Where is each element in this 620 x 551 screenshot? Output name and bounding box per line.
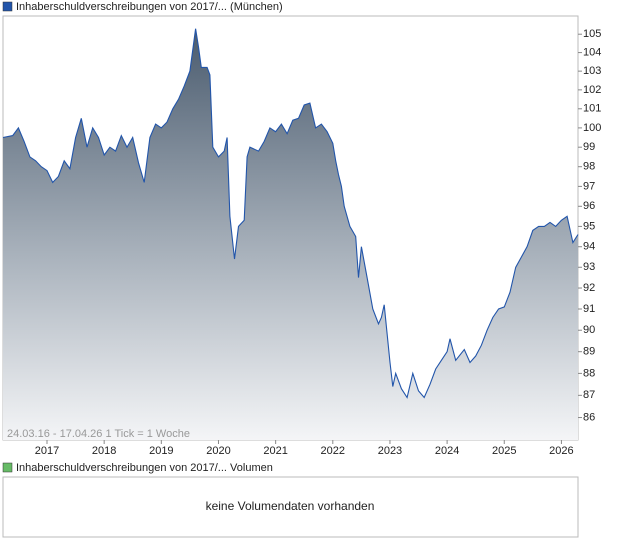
- y-tick-label: 94: [583, 241, 595, 253]
- volume-frame: [2, 476, 579, 538]
- y-tick-label: 88: [583, 367, 595, 379]
- range-label: 24.03.16 - 17.04.26 1 Tick = 1 Woche: [7, 428, 190, 440]
- area: [3, 28, 578, 440]
- y-tick-label: 102: [583, 84, 601, 96]
- y-tick-label: 87: [583, 389, 595, 401]
- y-tick-label: 93: [583, 261, 595, 273]
- y-tick-label: 103: [583, 65, 601, 77]
- y-tick-label: 104: [583, 46, 601, 58]
- y-tick-label: 90: [583, 324, 595, 336]
- x-tick-label: 2025: [492, 445, 516, 457]
- y-tick-label: 105: [583, 28, 601, 40]
- x-tick-label: 2021: [263, 445, 287, 457]
- y-tick-label: 96: [583, 200, 595, 212]
- x-tick-label: 2022: [321, 445, 345, 457]
- y-tick-label: 86: [583, 411, 595, 423]
- y-tick-label: 95: [583, 220, 595, 232]
- y-tick-label: 91: [583, 303, 595, 315]
- x-tick-label: 2020: [206, 445, 230, 457]
- volume-legend: Inhaberschuldverschreibungen von 2017/..…: [16, 462, 273, 474]
- x-tick-label: 2024: [435, 445, 459, 457]
- y-tick-label: 92: [583, 282, 595, 294]
- y-tick-label: 101: [583, 103, 601, 115]
- y-tick-label: 99: [583, 141, 595, 153]
- line: [2, 28, 579, 399]
- x-tick-label: 2026: [549, 445, 573, 457]
- y-tick-label: 98: [583, 161, 595, 173]
- x-tick-label: 2018: [92, 445, 116, 457]
- volume-message: keine Volumendaten vorhanden: [206, 499, 375, 513]
- y-tick-label: 89: [583, 346, 595, 358]
- legend-label: Inhaberschuldverschreibungen von 2017/..…: [16, 1, 283, 13]
- y-tick-label: 100: [583, 122, 601, 134]
- x-tick-label: 2017: [35, 445, 59, 457]
- y-tick-label: 97: [583, 180, 595, 192]
- x-tick-label: 2023: [378, 445, 402, 457]
- x-tick-label: 2019: [149, 445, 173, 457]
- legend-swatch: [2, 1, 13, 12]
- legend-swatch: [2, 462, 13, 473]
